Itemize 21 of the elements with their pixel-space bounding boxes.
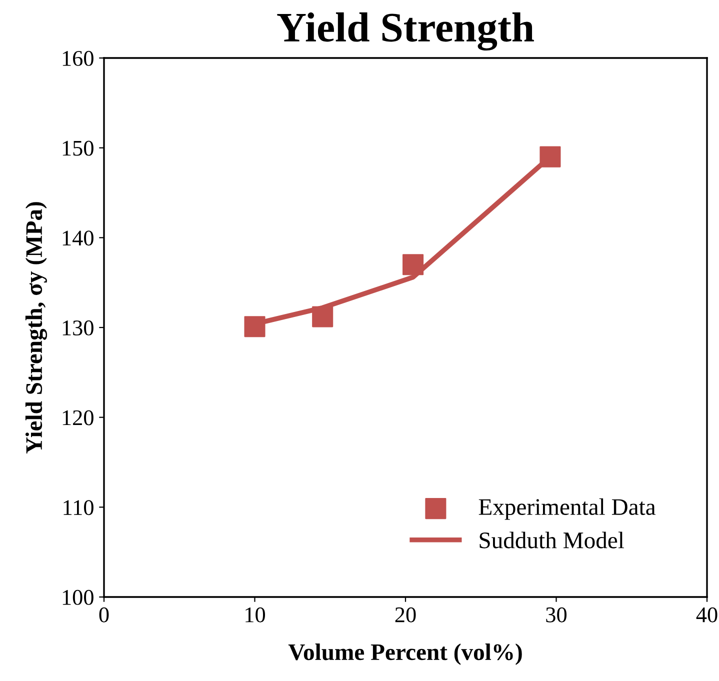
point [312,306,334,328]
y-tick-label: 100 [62,590,94,605]
x-axis-title: Volume Percent (vol%) [288,644,522,665]
x-tick-label: 40 [696,607,718,622]
point [402,254,424,276]
y-tick-label: 140 [62,230,94,246]
chart-title: Yield Strength [277,12,534,51]
legend-label: Experimental Data [478,498,656,520]
y-tick-label: 110 [64,500,94,516]
y-tick-label: 160 [62,50,94,66]
y-tick-label: 150 [62,140,94,156]
y-axis-title: Yield Strength, σy (MPa) [25,202,48,454]
x-tick-label: 10 [246,607,266,622]
point [540,146,561,168]
x-tick-label: 20 [395,607,416,622]
legend-label: Sudduth Model [480,532,624,548]
point [244,316,266,338]
y-tick-label: 120 [62,410,94,426]
x-tick-label: 0 [99,607,109,622]
y-tick-label: 130 [62,320,94,336]
x-tick-label: 30 [546,607,567,622]
